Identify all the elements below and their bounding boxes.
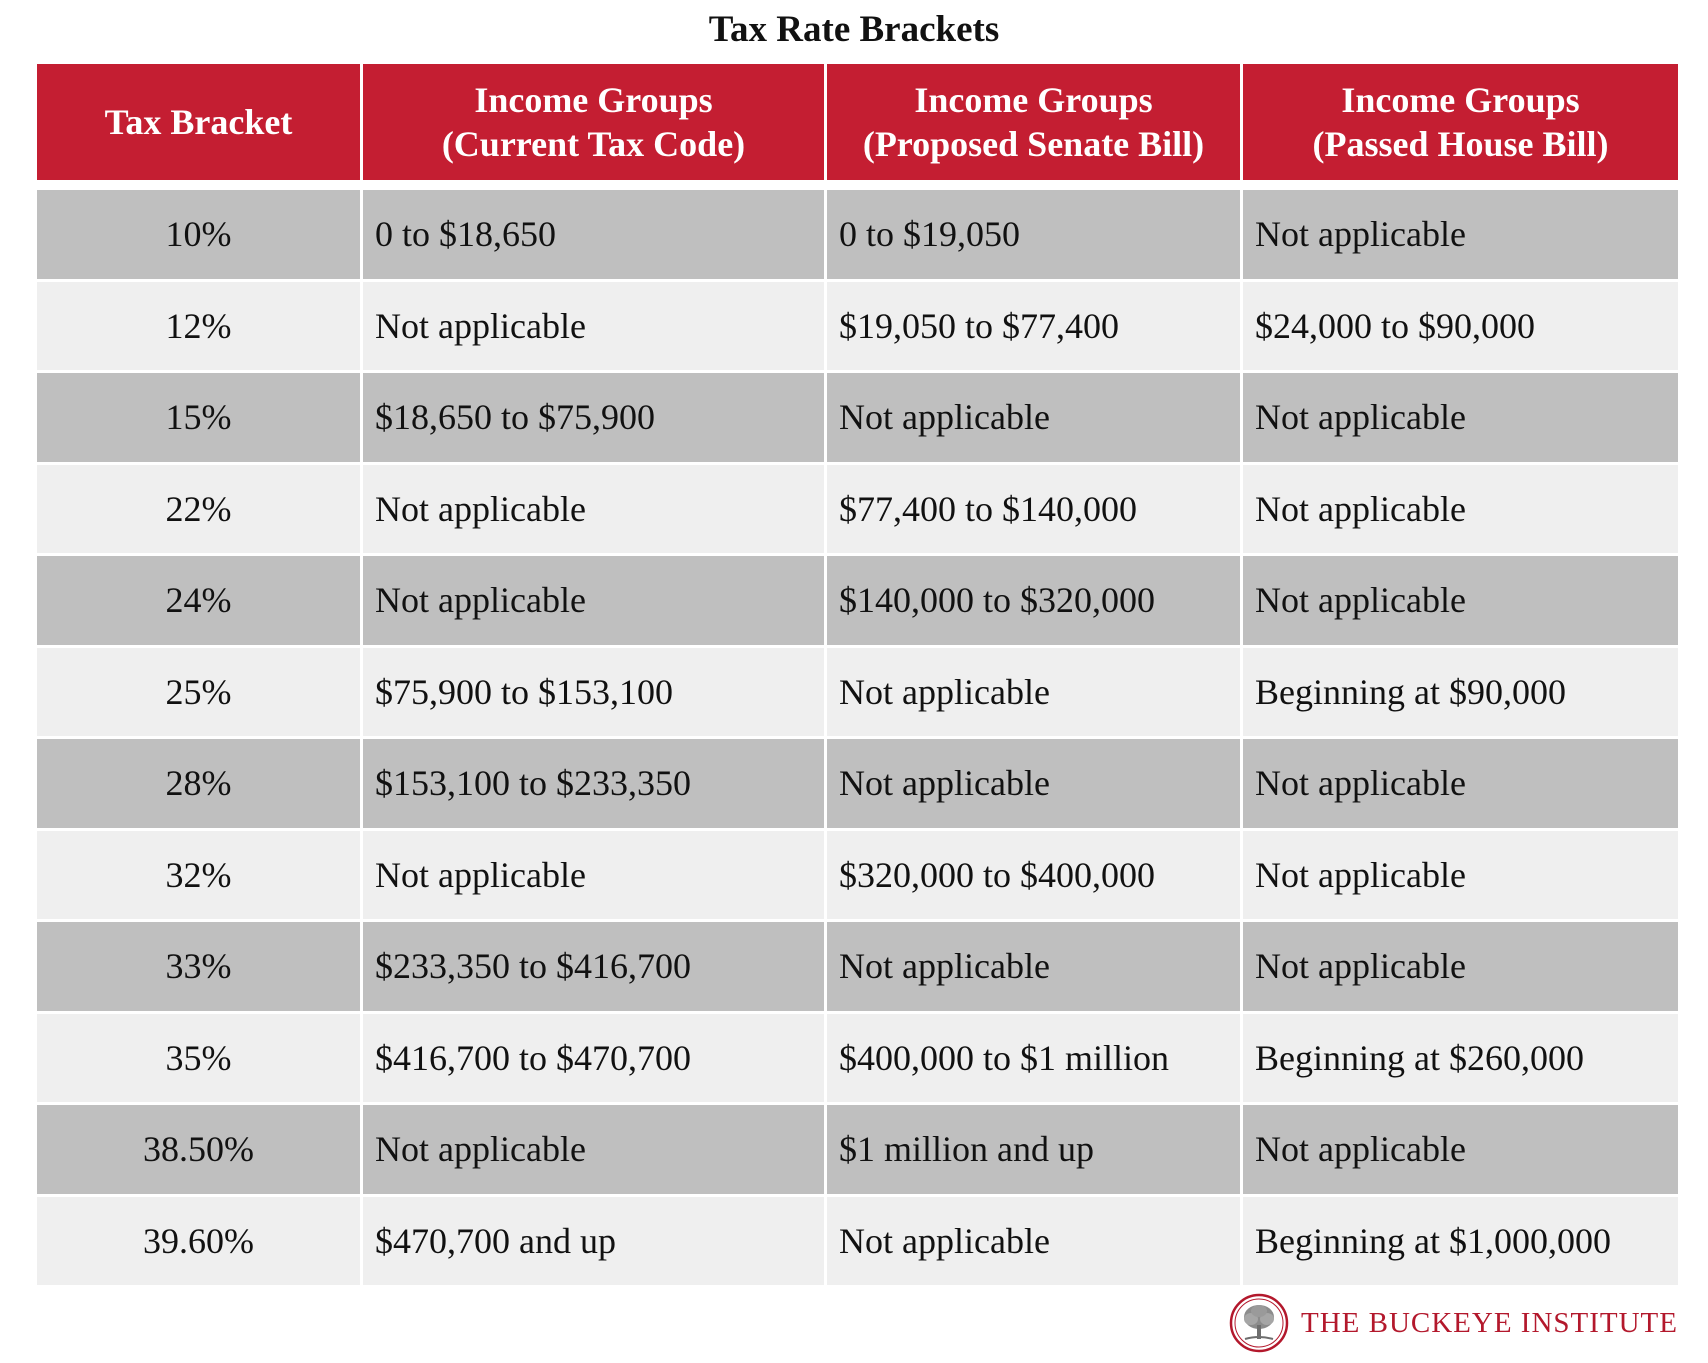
buckeye-institute-logo: THE BUCKEYE INSTITUTE — [1229, 1290, 1678, 1356]
cell-senate: $19,050 to $77,400 — [827, 281, 1243, 373]
header-line: Income Groups — [1341, 80, 1580, 120]
table-row: 28% $153,100 to $233,350 Not applicable … — [37, 739, 1678, 831]
table-row: 39.60% $470,700 and up Not applicable Be… — [37, 1196, 1678, 1288]
table-row: 24% Not applicable $140,000 to $320,000 … — [37, 556, 1678, 648]
cell-current: Not applicable — [363, 1105, 827, 1197]
cell-bracket: 24% — [37, 556, 363, 648]
cell-senate: Not applicable — [827, 647, 1243, 739]
cell-house: Not applicable — [1243, 739, 1678, 831]
cell-current: $470,700 and up — [363, 1196, 827, 1288]
table-row: 22% Not applicable $77,400 to $140,000 N… — [37, 464, 1678, 556]
cell-senate: Not applicable — [827, 739, 1243, 831]
cell-current: $233,350 to $416,700 — [363, 922, 827, 1014]
cell-house: Not applicable — [1243, 190, 1678, 282]
page-title: Tax Rate Brackets — [708, 9, 1000, 50]
tax-brackets-table: Tax Bracket Income Groups (Current Tax C… — [37, 64, 1678, 1288]
cell-senate: $140,000 to $320,000 — [827, 556, 1243, 648]
header-line: (Passed House Bill) — [1312, 124, 1609, 164]
cell-senate: Not applicable — [827, 373, 1243, 465]
cell-bracket: 25% — [37, 647, 363, 739]
cell-bracket: 15% — [37, 373, 363, 465]
header-tax-bracket: Tax Bracket — [37, 64, 363, 180]
header-proposed-senate-bill: Income Groups (Proposed Senate Bill) — [827, 64, 1243, 180]
buckeye-tree-seal-icon — [1229, 1293, 1289, 1353]
cell-senate: $1 million and up — [827, 1105, 1243, 1197]
cell-house: Not applicable — [1243, 1105, 1678, 1197]
institute-name: THE BUCKEYE INSTITUTE — [1300, 1306, 1678, 1339]
header-line: (Proposed Senate Bill) — [862, 124, 1205, 164]
cell-bracket: 22% — [37, 464, 363, 556]
cell-senate: Not applicable — [827, 922, 1243, 1014]
header-line: Income Groups — [474, 80, 713, 120]
cell-current: 0 to $18,650 — [363, 190, 827, 282]
cell-senate: Not applicable — [827, 1196, 1243, 1288]
cell-bracket: 28% — [37, 739, 363, 831]
table-row: 15% $18,650 to $75,900 Not applicable No… — [37, 373, 1678, 465]
cell-house: Beginning at $90,000 — [1243, 647, 1678, 739]
header-current-tax-code: Income Groups (Current Tax Code) — [363, 64, 827, 180]
header-line: (Current Tax Code) — [441, 124, 746, 164]
cell-house: Beginning at $260,000 — [1243, 1013, 1678, 1105]
cell-bracket: 32% — [37, 830, 363, 922]
cell-bracket: 12% — [37, 281, 363, 373]
cell-current: $416,700 to $470,700 — [363, 1013, 827, 1105]
cell-house: Not applicable — [1243, 464, 1678, 556]
cell-senate: 0 to $19,050 — [827, 190, 1243, 282]
cell-bracket: 38.50% — [37, 1105, 363, 1197]
table-row: 33% $233,350 to $416,700 Not applicable … — [37, 922, 1678, 1014]
cell-senate: $77,400 to $140,000 — [827, 464, 1243, 556]
cell-house: Beginning at $1,000,000 — [1243, 1196, 1678, 1288]
header-passed-house-bill: Income Groups (Passed House Bill) — [1243, 64, 1678, 180]
cell-bracket: 10% — [37, 190, 363, 282]
cell-bracket: 33% — [37, 922, 363, 1014]
cell-current: Not applicable — [363, 464, 827, 556]
table-row: 32% Not applicable $320,000 to $400,000 … — [37, 830, 1678, 922]
cell-current: Not applicable — [363, 830, 827, 922]
table-row: 38.50% Not applicable $1 million and up … — [37, 1105, 1678, 1197]
cell-senate: $320,000 to $400,000 — [827, 830, 1243, 922]
cell-current: Not applicable — [363, 281, 827, 373]
cell-house: Not applicable — [1243, 556, 1678, 648]
table-row: 12% Not applicable $19,050 to $77,400 $2… — [37, 281, 1678, 373]
cell-current: $75,900 to $153,100 — [363, 647, 827, 739]
cell-senate: $400,000 to $1 million — [827, 1013, 1243, 1105]
header-line: Tax Bracket — [104, 102, 293, 142]
cell-house: Not applicable — [1243, 830, 1678, 922]
cell-house: $24,000 to $90,000 — [1243, 281, 1678, 373]
cell-bracket: 35% — [37, 1013, 363, 1105]
table-row: 35% $416,700 to $470,700 $400,000 to $1 … — [37, 1013, 1678, 1105]
table-row: 10% 0 to $18,650 0 to $19,050 Not applic… — [37, 190, 1678, 282]
header-line: Income Groups — [914, 80, 1153, 120]
cell-house: Not applicable — [1243, 922, 1678, 1014]
cell-house: Not applicable — [1243, 373, 1678, 465]
cell-current: $153,100 to $233,350 — [363, 739, 827, 831]
header-spacer — [37, 180, 1678, 190]
table-row: 25% $75,900 to $153,100 Not applicable B… — [37, 647, 1678, 739]
table-header-row: Tax Bracket Income Groups (Current Tax C… — [37, 64, 1678, 180]
cell-bracket: 39.60% — [37, 1196, 363, 1288]
cell-current: $18,650 to $75,900 — [363, 373, 827, 465]
cell-current: Not applicable — [363, 556, 827, 648]
